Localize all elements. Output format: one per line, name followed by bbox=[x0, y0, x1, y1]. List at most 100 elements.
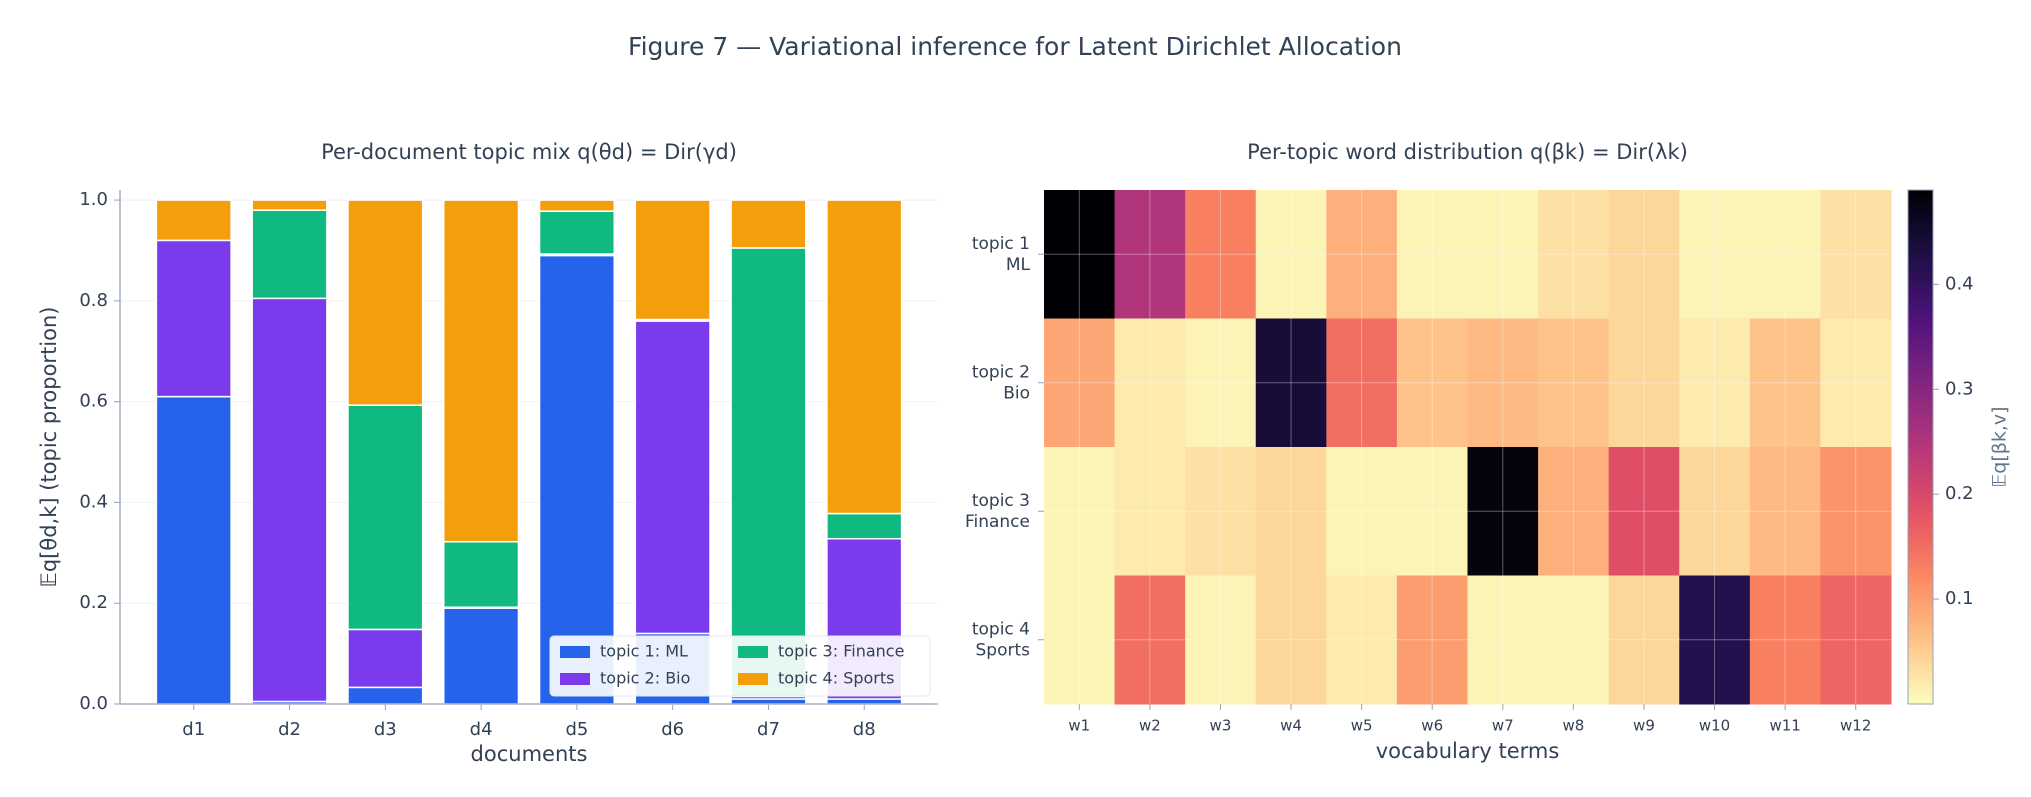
bar-segment bbox=[538, 199, 615, 212]
bar-segment bbox=[634, 199, 711, 321]
heatmap-cell bbox=[1538, 318, 1610, 448]
legend-label: topic 1: ML bbox=[600, 642, 688, 661]
heatmap-cell bbox=[1185, 190, 1257, 319]
y-axis-label: 𝔼q[θd,k] (topic proportion) bbox=[37, 307, 61, 588]
x-tick-label: d7 bbox=[757, 719, 780, 740]
x-tick-label: d8 bbox=[853, 719, 876, 740]
bar-segment bbox=[347, 199, 424, 406]
heatmap-cell bbox=[1114, 447, 1186, 576]
heatmap-cell bbox=[1185, 575, 1257, 705]
heatmap-cell bbox=[1608, 575, 1680, 705]
heatmap-cell bbox=[1114, 575, 1186, 705]
x-tick-label: d1 bbox=[182, 719, 205, 740]
heatmap-cell bbox=[1749, 190, 1821, 319]
bar-segment bbox=[634, 320, 711, 635]
y-tick-label: topic 4 bbox=[972, 619, 1030, 639]
y-tick-label: 1.0 bbox=[79, 189, 108, 210]
heatmap-cell bbox=[1749, 447, 1821, 576]
heatmap-cell bbox=[1538, 190, 1610, 319]
legend-swatch bbox=[738, 646, 768, 658]
heatmap-cell bbox=[1749, 575, 1821, 705]
heatmap-cell bbox=[1044, 190, 1116, 319]
y-tick-label: 0.2 bbox=[79, 592, 108, 613]
heatmap-cell bbox=[1679, 318, 1751, 448]
heatmap-cell bbox=[1255, 318, 1327, 448]
x-tick-label: w1 bbox=[1068, 717, 1090, 735]
heatmap-cell bbox=[1396, 447, 1468, 576]
bar-segment bbox=[347, 686, 424, 705]
colorbar-tick-label: 0.4 bbox=[1945, 273, 1974, 294]
x-tick-label: w2 bbox=[1139, 717, 1161, 735]
bar-segment bbox=[155, 395, 232, 705]
y-tick-label: Bio bbox=[1003, 383, 1030, 403]
x-tick-label: w3 bbox=[1210, 717, 1232, 735]
heatmap-cell bbox=[1185, 447, 1257, 576]
heatmap-cell bbox=[1467, 575, 1539, 705]
legend-swatch bbox=[738, 673, 768, 685]
x-tick-label: d3 bbox=[374, 719, 397, 740]
bar-segment bbox=[730, 247, 807, 698]
heatmap-cell bbox=[1679, 190, 1751, 319]
heatmap-cell bbox=[1396, 318, 1468, 448]
x-tick-label: w7 bbox=[1492, 717, 1514, 735]
x-axis-label: vocabulary terms bbox=[1376, 739, 1560, 763]
heatmap-cell bbox=[1326, 575, 1398, 705]
x-tick-label: d4 bbox=[470, 719, 493, 740]
heatmap-cell bbox=[1749, 318, 1821, 448]
y-tick-label: 0.0 bbox=[79, 693, 108, 714]
x-tick-label: w12 bbox=[1840, 717, 1871, 735]
bar-segment bbox=[443, 540, 520, 608]
y-tick-label: topic 1 bbox=[972, 234, 1030, 254]
x-tick-label: w6 bbox=[1421, 717, 1443, 735]
bar-segment bbox=[443, 607, 520, 705]
bar-segment bbox=[347, 628, 424, 689]
heatmap-cell bbox=[1255, 575, 1327, 705]
x-tick-label: w9 bbox=[1633, 717, 1655, 735]
legend-label: topic 4: Sports bbox=[778, 669, 895, 688]
bar-segment bbox=[826, 199, 903, 515]
y-tick-label: 0.6 bbox=[79, 391, 108, 412]
y-tick-label: 0.4 bbox=[79, 491, 108, 512]
heatmap-cell bbox=[1114, 190, 1186, 319]
heatmap-cell bbox=[1044, 318, 1116, 448]
y-tick-label: ML bbox=[1006, 255, 1031, 275]
bar-segment bbox=[251, 209, 328, 300]
legend-swatch bbox=[560, 673, 590, 685]
y-tick-label: topic 2 bbox=[972, 362, 1030, 382]
x-tick-label: w10 bbox=[1699, 717, 1730, 735]
legend-box bbox=[549, 635, 931, 697]
x-tick-label: w11 bbox=[1769, 717, 1800, 735]
heatmap-cell bbox=[1044, 575, 1116, 705]
heatmap-cell bbox=[1185, 318, 1257, 448]
heatmap-cell bbox=[1538, 447, 1610, 576]
heatmap-cell bbox=[1608, 447, 1680, 576]
heatmap-cell bbox=[1326, 318, 1398, 448]
legend-label: topic 3: Finance bbox=[778, 642, 904, 661]
bar-segment bbox=[251, 199, 328, 211]
subplot-title: Per-document topic mix q(θd) = Dir(γd) bbox=[321, 140, 737, 164]
bar-segment bbox=[538, 210, 615, 255]
heatmap-cell bbox=[1114, 318, 1186, 448]
x-tick-label: d5 bbox=[565, 719, 588, 740]
bar-segment bbox=[443, 199, 520, 543]
x-tick-label: d6 bbox=[661, 719, 684, 740]
y-tick-label: Sports bbox=[976, 640, 1031, 660]
heatmap-cell bbox=[1326, 190, 1398, 319]
legend-swatch bbox=[560, 646, 590, 658]
colorbar-tick-label: 0.1 bbox=[1945, 588, 1974, 609]
heatmap-cell bbox=[1820, 575, 1892, 705]
heatmap-cell bbox=[1608, 318, 1680, 448]
colorbar-tick-label: 0.3 bbox=[1945, 378, 1974, 399]
bar-segment bbox=[826, 698, 903, 705]
bar-segment bbox=[730, 698, 807, 705]
y-tick-label: 0.8 bbox=[79, 290, 108, 311]
heatmap-cell bbox=[1820, 318, 1892, 448]
figure-title: Figure 7 — Variational inference for Lat… bbox=[628, 32, 1402, 61]
x-axis-label: documents bbox=[471, 742, 588, 766]
bar-segment bbox=[251, 297, 328, 703]
bar-segment bbox=[347, 404, 424, 631]
colorbar-tick-label: 0.2 bbox=[1945, 483, 1974, 504]
x-tick-label: d2 bbox=[278, 719, 301, 740]
heatmap-cell bbox=[1820, 190, 1892, 319]
